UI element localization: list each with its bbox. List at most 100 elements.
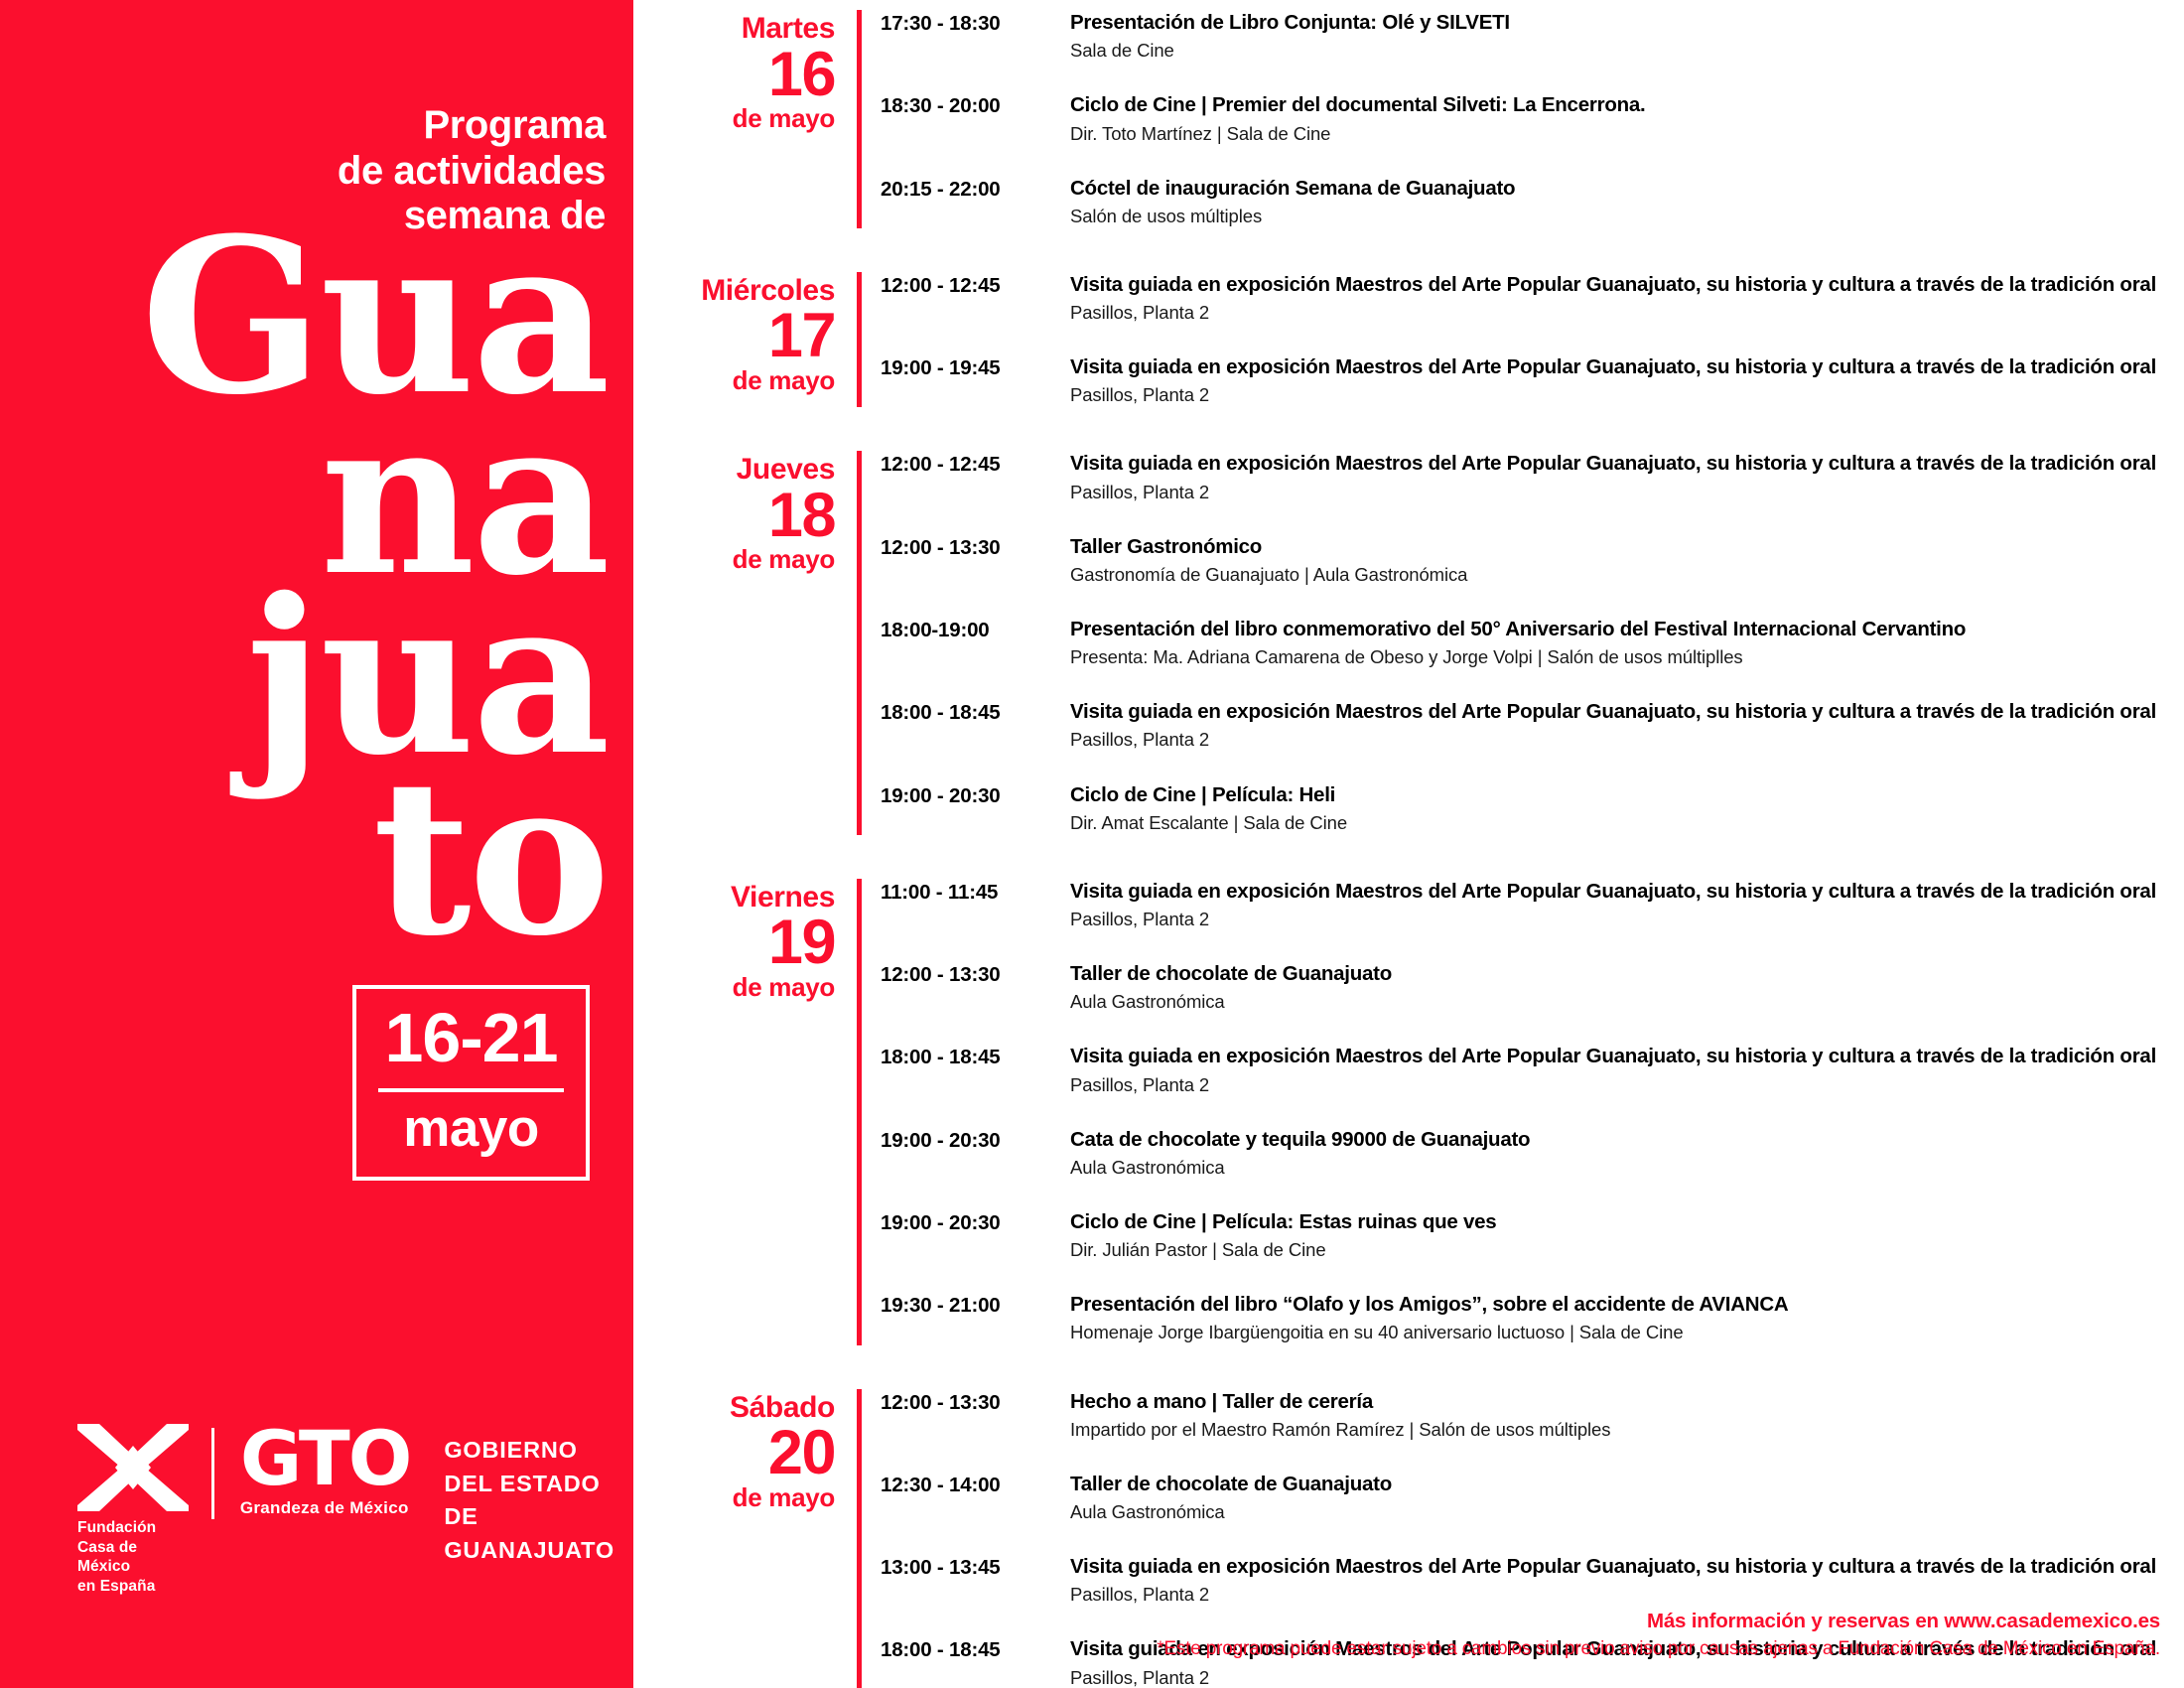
event-title: Taller de chocolate de Guanajuato — [1070, 1472, 1393, 1495]
event-title: Presentación del libro conmemorativo del… — [1070, 617, 1967, 640]
event-title: Taller Gastronómico — [1070, 534, 1263, 558]
event-time: 19:00 - 19:45 — [881, 356, 1001, 380]
event-row[interactable]: 12:30 - 14:00 Taller de chocolate de Guan… — [881, 1472, 2184, 1524]
event-row[interactable]: 19:00 - 20:30 Ciclo de Cine | Película: H… — [881, 782, 2184, 835]
day-month: de mayo — [732, 1481, 836, 1512]
x-mark-icon — [77, 1423, 189, 1511]
day-number: 18 — [767, 481, 837, 550]
day-block: Jueves 18 de mayo 12:00 - 12:45 Visita guiad… — [633, 451, 2184, 835]
event-subtitle: Pasillos, Planta 2 — [1070, 481, 1210, 502]
footer-notes: Más información y reservas en www.casade… — [1157, 1608, 2160, 1662]
event-time: 19:00 - 20:30 — [881, 1210, 1001, 1234]
day-name: Miércoles — [701, 273, 835, 307]
kicker-heading: Programa de actividades semana de — [50, 103, 606, 239]
event-title: Cóctel de inauguración Semana de Guanaju… — [1070, 176, 1516, 200]
event-title: Ciclo de Cine | Película: Estas ruinas q… — [1070, 1209, 1497, 1233]
event-row[interactable]: 12:00 - 13:30 Hecho a mano | Taller de ce… — [881, 1389, 2184, 1442]
event-time: 12:00 - 12:45 — [881, 273, 1001, 297]
day-number: 20 — [767, 1418, 837, 1488]
event-subtitle: Salón de usos múltiples — [1070, 205, 1263, 226]
day-month: de mayo — [732, 364, 836, 395]
event-time: 12:00 - 12:45 — [881, 453, 1001, 477]
event-row[interactable]: 11:00 - 11:45 Visita guiada en exposición… — [881, 879, 2184, 931]
event-body: Visita guiada en exposición Maestros del… — [1070, 1044, 2184, 1096]
page-title: Gua na jua to — [12, 191, 611, 964]
event-subtitle: Homenaje Jorge Ibargüengoitia en su 40 a… — [1070, 1322, 1684, 1343]
day-block: Sábado 20 de mayo 12:00 - 13:30 Hecho a mano… — [633, 1388, 2184, 1688]
event-row[interactable]: 12:00 - 13:30 Taller de chocolate de Guan… — [881, 961, 2184, 1014]
event-list: 12:00 - 13:30 Hecho a mano | Taller de ce… — [881, 1389, 2184, 1688]
day-number: 17 — [767, 301, 837, 371]
event-subtitle: Aula Gastronómica — [1070, 991, 1225, 1013]
event-list: 11:00 - 11:45 Visita guiada en exposición… — [881, 879, 2184, 1345]
event-row[interactable]: 18:00-19:00 Presentación del libro conmem… — [881, 617, 2184, 669]
event-body: Hecho a mano | Taller de cerería Impartid… — [1070, 1389, 2184, 1442]
event-time: 18:30 - 20:00 — [881, 94, 1001, 118]
event-row[interactable]: 19:00 - 19:45 Visita guiada en exposición… — [881, 354, 2184, 407]
date-badge-divider — [378, 1088, 564, 1092]
foundation-line-1: Fundación — [77, 1518, 157, 1536]
event-body: Cóctel de inauguración Semana de Guanaju… — [1070, 176, 2184, 228]
event-row[interactable]: 18:00 - 18:45 Visita guiada en exposición… — [881, 1044, 2184, 1096]
government-line-2: DEL ESTADO DE — [444, 1470, 601, 1530]
title-line-1: Gua — [140, 191, 611, 442]
left-red-panel: Programa de actividades semana de Gua na… — [0, 0, 633, 1688]
foundation-logo: Fundación Casa de México en España — [77, 1423, 194, 1597]
event-body: Visita guiada en exposición Maestros del… — [1070, 1636, 2184, 1688]
event-subtitle: Dir. Toto Martínez | Sala de Cine — [1070, 122, 1331, 144]
event-body: Visita guiada en exposición Maestros del… — [1070, 451, 2184, 503]
event-time: 19:00 - 20:30 — [881, 1128, 1001, 1152]
event-body: Visita guiada en exposición Maestros del… — [1070, 272, 2184, 325]
event-body: Visita guiada en exposición Maestros del… — [1070, 879, 2184, 931]
event-title: Visita guiada en exposición Maestros del… — [1070, 1555, 2157, 1579]
day-month: de mayo — [732, 103, 836, 134]
day-divider-rule — [857, 878, 862, 1345]
event-title: Visita guiada en exposición Maestros del… — [1070, 452, 2157, 476]
day-name: Viernes — [730, 880, 835, 914]
event-title: Visita guiada en exposición Maestros del… — [1070, 1637, 2157, 1661]
event-row[interactable]: 12:00 - 12:45 Visita guiada en exposición… — [881, 272, 2184, 325]
event-row[interactable]: 18:30 - 20:00 Ciclo de Cine | Premier del… — [881, 92, 2184, 145]
day-divider-rule — [857, 1388, 862, 1688]
event-title: Visita guiada en exposición Maestros del… — [1070, 272, 2157, 296]
day-divider-rule — [857, 10, 862, 228]
event-time: 18:00 - 18:45 — [881, 1638, 1001, 1662]
foundation-line-2: Casa de México — [77, 1538, 138, 1576]
event-row[interactable]: 17:30 - 18:30 Presentación de Libro Conju… — [881, 10, 2184, 63]
event-body: Taller de chocolate de Guanajuato Aula Ga… — [1070, 1472, 2184, 1524]
event-row[interactable]: 19:00 - 20:30 Ciclo de Cine | Película: E… — [881, 1209, 2184, 1262]
event-subtitle: Pasillos, Planta 2 — [1070, 384, 1210, 406]
event-row[interactable]: 19:30 - 21:00 Presentación del libro “Ola… — [881, 1292, 2184, 1344]
day-label: Miércoles 17 de mayo — [633, 272, 857, 395]
event-subtitle: Dir. Julián Pastor | Sala de Cine — [1070, 1239, 1326, 1261]
event-row[interactable]: 13:00 - 13:45 Visita guiada en exposición… — [881, 1554, 2184, 1607]
foundation-line-3: en España — [77, 1578, 156, 1596]
day-label: Jueves 18 de mayo — [633, 451, 857, 574]
foundation-logo-text: Fundación Casa de México en España — [77, 1518, 194, 1597]
event-subtitle: Aula Gastronómica — [1070, 1156, 1225, 1178]
event-row[interactable]: 18:00 - 18:45 Visita guiada en exposición… — [881, 699, 2184, 752]
event-row[interactable]: 19:00 - 20:30 Cata de chocolate y tequila… — [881, 1127, 2184, 1180]
event-subtitle: Pasillos, Planta 2 — [1070, 302, 1210, 324]
event-list: 17:30 - 18:30 Presentación de Libro Conju… — [881, 10, 2184, 228]
event-row[interactable]: 12:00 - 13:30 Taller Gastronómico Gastrono… — [881, 534, 2184, 587]
logo-lockup: Fundación Casa de México en España GTO G… — [77, 1420, 633, 1597]
event-row[interactable]: 20:15 - 22:00 Cóctel de inauguración Sema… — [881, 176, 2184, 228]
event-row[interactable]: 18:00 - 18:45 Visita guiada en exposición… — [881, 1636, 2184, 1688]
event-title: Visita guiada en exposición Maestros del… — [1070, 1045, 2157, 1068]
logo-separator — [210, 1427, 214, 1519]
day-number: 19 — [767, 908, 837, 978]
event-title: Ciclo de Cine | Película: Heli — [1070, 782, 1336, 806]
event-body: Ciclo de Cine | Película: Heli Dir. Amat … — [1070, 782, 2184, 835]
date-badge-month: mayo — [403, 1099, 539, 1158]
event-subtitle: Pasillos, Planta 2 — [1070, 1073, 1210, 1095]
day-block: Martes 16 de mayo 17:30 - 18:30 Presentación… — [633, 10, 2184, 228]
event-title: Cata de chocolate y tequila 99000 de Gua… — [1070, 1127, 1531, 1151]
event-row[interactable]: 12:00 - 12:45 Visita guiada en exposición… — [881, 451, 2184, 503]
day-label: Sábado 20 de mayo — [633, 1389, 857, 1512]
day-month: de mayo — [732, 971, 836, 1002]
event-time: 12:00 - 13:30 — [881, 963, 1001, 987]
title-line-2: na — [320, 370, 611, 623]
date-badge: 16-21 mayo — [352, 985, 590, 1181]
government-logo-text: GOBIERNO DEL ESTADO DE GUANAJUATO — [444, 1424, 633, 1568]
